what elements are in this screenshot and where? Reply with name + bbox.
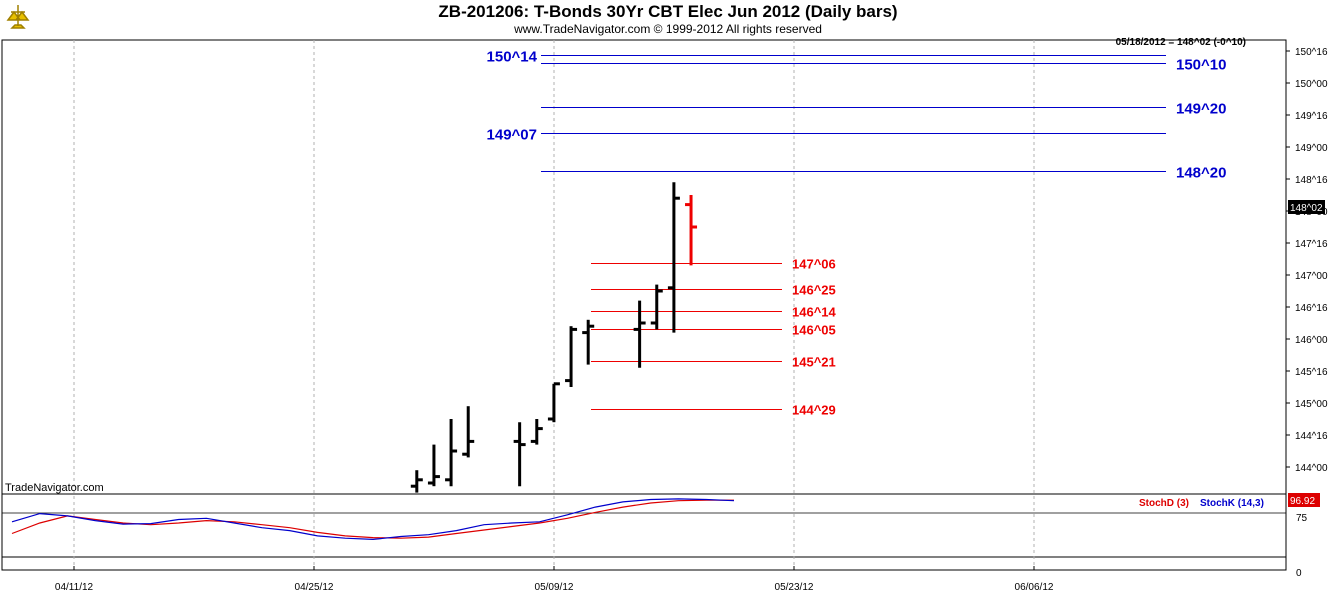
y-tick-label: 149^00 xyxy=(1295,143,1328,154)
date-axis: 04/11/12 04/25/12 05/09/12 05/23/12 06/06/12 xyxy=(55,566,1054,593)
price-axis: 150^16150^00149^16149^00148^16148^00147^… xyxy=(1286,47,1328,474)
y-tick-label: 147^00 xyxy=(1295,271,1328,282)
level-label: 146^14 xyxy=(792,305,837,320)
y-tick-label: 144^16 xyxy=(1295,431,1328,442)
stochK-line xyxy=(11,498,735,541)
trade-navigator-logo-icon xyxy=(3,2,33,32)
stochastics-panel: StochD (3) StochK (14,3) 96.92 75 0 xyxy=(11,493,1320,579)
level-label: 150^14 xyxy=(487,49,538,66)
level-label: 144^29 xyxy=(792,403,836,418)
legend-stochK: StochK (14,3) xyxy=(1200,498,1264,509)
y-tick-label: 145^16 xyxy=(1295,367,1328,378)
copyright-subtitle: www.TradeNavigator.com © 1999-2012 All r… xyxy=(514,22,822,36)
plot-border xyxy=(1,39,1287,571)
last-price-label: 148^02 xyxy=(1290,203,1323,214)
chart-title: ZB-201206: T-Bonds 30Yr CBT Elec Jun 201… xyxy=(438,2,898,21)
level-label: 145^21 xyxy=(792,355,836,370)
x-tick-label: 04/25/12 xyxy=(295,582,334,593)
level-label: 146^05 xyxy=(792,323,836,338)
stoch-tick-label: 0 xyxy=(1296,568,1302,579)
level-label: 147^06 xyxy=(792,257,836,272)
chart-gridlines xyxy=(73,40,1035,570)
watermark-label: TradeNavigator.com xyxy=(5,482,104,494)
price-status: 05/18/2012 = 148^02 (-0^10) xyxy=(1115,37,1246,48)
last-price-tag xyxy=(1288,200,1325,214)
chart-frame xyxy=(1,39,1287,571)
y-tick-label: 149^16 xyxy=(1295,111,1328,122)
y-tick-label: 150^16 xyxy=(1295,47,1328,58)
level-label: 149^07 xyxy=(487,127,537,144)
stoch-value-tag xyxy=(1288,493,1320,507)
y-tick-label: 145^00 xyxy=(1295,399,1328,410)
x-tick-label: 04/11/12 xyxy=(55,582,94,593)
y-tick-label: 146^16 xyxy=(1295,303,1328,314)
level-label: 146^25 xyxy=(792,283,836,298)
x-tick-label: 05/23/12 xyxy=(775,582,814,593)
price-bars xyxy=(410,182,698,493)
level-label: 149^20 xyxy=(1176,101,1226,118)
stochD-line xyxy=(11,499,735,539)
y-tick-label: 146^00 xyxy=(1295,335,1328,346)
legend-stochD: StochD (3) xyxy=(1139,498,1189,509)
price-levels: 150^14 150^10 149^20 149^07 148^20 147^06 146^… xyxy=(487,49,1227,418)
stoch-tick-label: 75 xyxy=(1296,513,1308,524)
y-tick-label: 148^16 xyxy=(1295,175,1328,186)
stoch-value-label: 96.92 xyxy=(1290,496,1315,507)
level-label: 148^20 xyxy=(1176,165,1226,182)
x-tick-label: 05/09/12 xyxy=(535,582,574,593)
level-label: 150^10 xyxy=(1176,57,1226,74)
y-tick-label: 144^00 xyxy=(1295,463,1328,474)
y-tick-label: 150^00 xyxy=(1295,79,1328,90)
x-tick-label: 06/06/12 xyxy=(1015,582,1054,593)
y-tick-label: 147^16 xyxy=(1295,239,1328,250)
ohlc-bars xyxy=(410,182,698,493)
